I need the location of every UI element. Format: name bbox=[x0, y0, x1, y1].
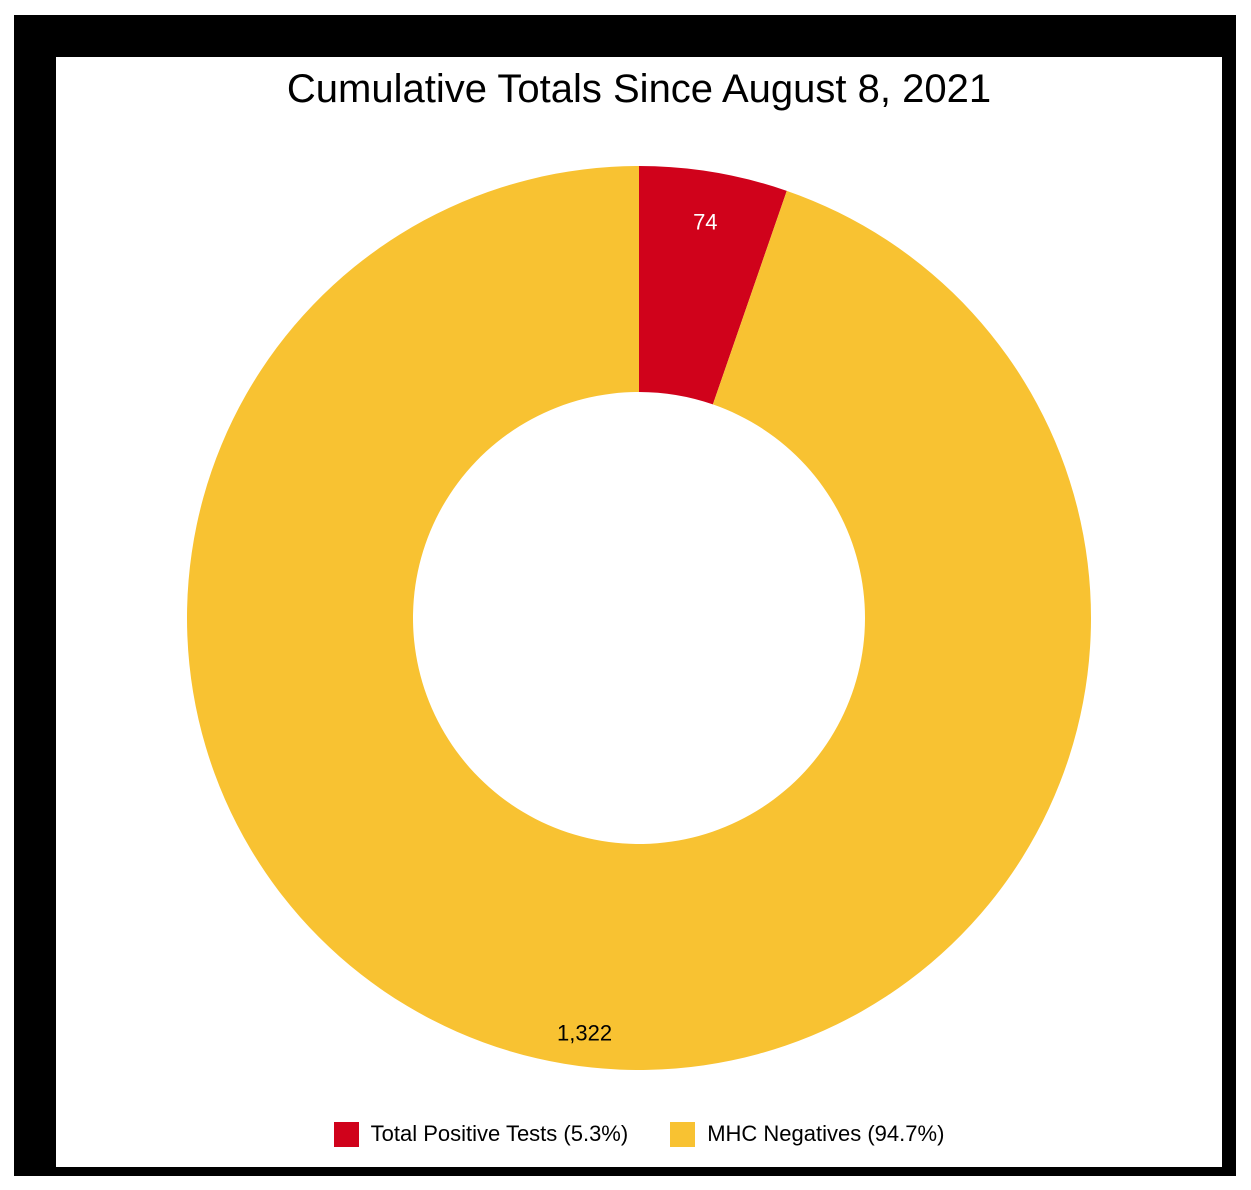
chart-frame: Cumulative Totals Since August 8, 2021 7… bbox=[14, 15, 1236, 1176]
legend-item-positive[interactable]: Total Positive Tests (5.3%) bbox=[333, 1121, 629, 1147]
legend-swatch-negatives bbox=[670, 1121, 696, 1147]
legend-swatch-positive bbox=[333, 1121, 359, 1147]
data-label-mhc-negatives: 1,322 bbox=[557, 1020, 612, 1045]
chart-title: Cumulative Totals Since August 8, 2021 bbox=[286, 67, 992, 111]
legend-label-positive: Total Positive Tests (5.3%) bbox=[370, 1121, 629, 1146]
legend-label-negatives: MHC Negatives (94.7%) bbox=[707, 1121, 945, 1146]
data-label-total-positive-tests: 74 bbox=[693, 209, 717, 234]
slice-total-positive-tests[interactable] bbox=[639, 166, 787, 405]
chart-panel: Cumulative Totals Since August 8, 2021 7… bbox=[56, 57, 1222, 1167]
donut-chart: 74 1,322 bbox=[187, 166, 1092, 1070]
slice-mhc-negatives[interactable] bbox=[187, 166, 1092, 1070]
legend-item-negatives[interactable]: MHC Negatives (94.7%) bbox=[670, 1121, 944, 1147]
chart-legend: Total Positive Tests (5.3%) MHC Negative… bbox=[56, 1121, 1222, 1147]
